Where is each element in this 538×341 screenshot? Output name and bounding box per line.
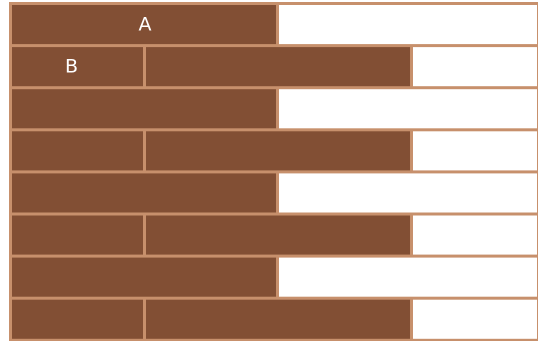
- plank-short: [12, 131, 143, 171]
- blank-cell: [413, 47, 537, 87]
- label-a: A: [139, 14, 152, 36]
- plank-long: [12, 5, 276, 45]
- label-b: B: [65, 56, 78, 78]
- blank-cell: [413, 215, 537, 255]
- plank-long: [146, 131, 410, 171]
- blank-cell: [279, 89, 537, 129]
- plank-long: [146, 47, 410, 87]
- plank-short: [12, 47, 143, 87]
- plank-long: [12, 173, 276, 213]
- plank-long: [146, 215, 410, 255]
- plank-long: [12, 89, 276, 129]
- plank-short: [12, 215, 143, 255]
- blank-cell: [413, 131, 537, 171]
- plank-long: [146, 299, 410, 339]
- plank-long: [12, 257, 276, 297]
- blank-cell: [279, 257, 537, 297]
- blank-cell: [279, 173, 537, 213]
- plank-rows: [12, 5, 537, 339]
- blank-cell: [279, 5, 537, 45]
- blank-cell: [413, 299, 537, 339]
- plank-short: [12, 299, 143, 339]
